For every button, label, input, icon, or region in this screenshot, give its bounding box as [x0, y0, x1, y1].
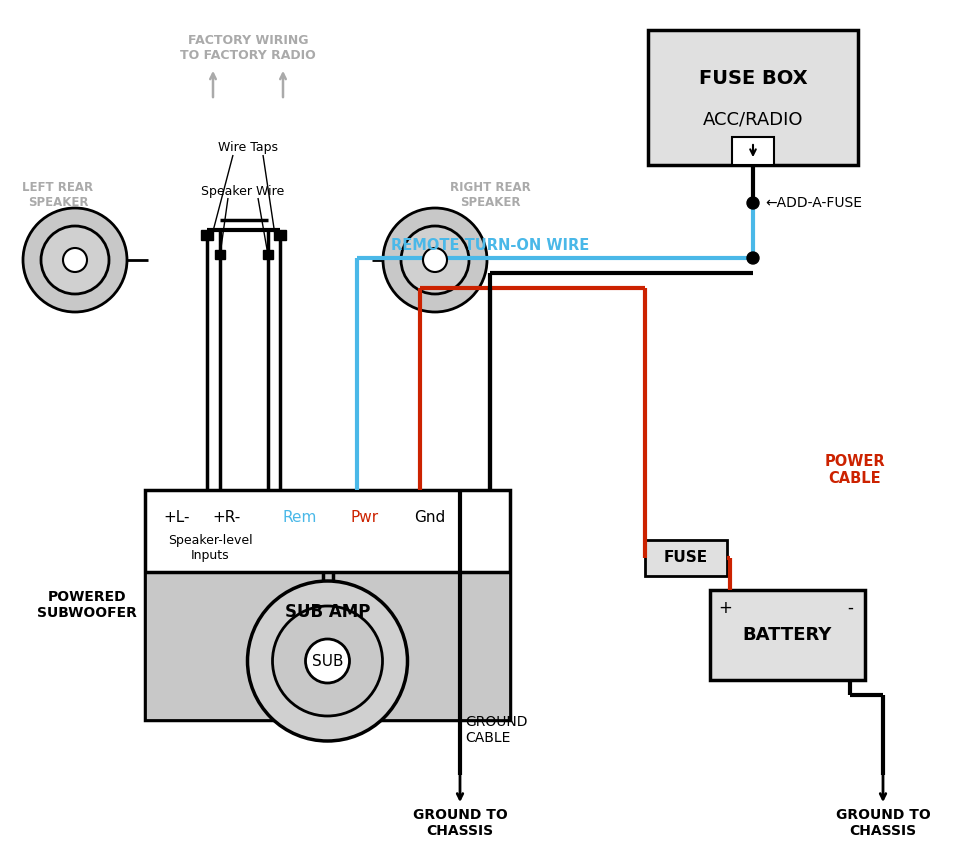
Text: GROUND
CABLE: GROUND CABLE	[464, 715, 527, 745]
Circle shape	[305, 639, 349, 683]
Text: SUB AMP: SUB AMP	[284, 603, 370, 621]
Bar	[263, 250, 273, 259]
Text: FUSE BOX: FUSE BOX	[698, 69, 806, 88]
Text: BATTERY: BATTERY	[743, 626, 831, 644]
Circle shape	[746, 252, 758, 264]
Bar	[215, 250, 225, 259]
Circle shape	[41, 226, 108, 294]
Circle shape	[247, 581, 407, 741]
Bar	[645, 540, 726, 576]
Text: Pwr: Pwr	[351, 510, 379, 526]
Text: RIGHT REAR
SPEAKER: RIGHT REAR SPEAKER	[449, 181, 530, 209]
Text: REMOTE TURN-ON WIRE: REMOTE TURN-ON WIRE	[391, 239, 588, 253]
Text: FUSE: FUSE	[663, 551, 707, 565]
Text: Rem: Rem	[282, 510, 317, 526]
Circle shape	[746, 197, 758, 209]
Circle shape	[273, 606, 382, 716]
Text: POWERED
SUBWOOFER: POWERED SUBWOOFER	[37, 590, 137, 620]
Circle shape	[63, 248, 87, 272]
Text: LEFT REAR
SPEAKER: LEFT REAR SPEAKER	[22, 181, 94, 209]
Bar	[145, 490, 509, 720]
Text: FACTORY WIRING
TO FACTORY RADIO: FACTORY WIRING TO FACTORY RADIO	[180, 34, 316, 62]
Text: SUB: SUB	[312, 654, 343, 668]
Text: GROUND TO
CHASSIS: GROUND TO CHASSIS	[412, 808, 507, 838]
Text: ←ADD-A-FUSE: ←ADD-A-FUSE	[764, 196, 861, 210]
Bar	[709, 590, 864, 680]
Text: +L-: +L-	[163, 510, 191, 526]
Circle shape	[383, 208, 487, 312]
Bar	[274, 230, 285, 240]
Text: Wire Taps: Wire Taps	[218, 141, 277, 154]
Text: POWER
CABLE: POWER CABLE	[824, 454, 884, 486]
Circle shape	[23, 208, 127, 312]
Text: ACC/RADIO: ACC/RADIO	[702, 111, 802, 129]
Bar	[145, 572, 509, 720]
Text: Speaker-level
Inputs: Speaker-level Inputs	[167, 534, 252, 562]
Text: GROUND TO
CHASSIS: GROUND TO CHASSIS	[834, 808, 929, 838]
Text: Speaker Wire: Speaker Wire	[201, 186, 284, 198]
Text: Gnd: Gnd	[414, 510, 446, 526]
Text: +R-: +R-	[213, 510, 241, 526]
Bar	[201, 230, 213, 240]
Bar	[648, 30, 857, 165]
Circle shape	[423, 248, 446, 272]
Bar	[731, 137, 773, 165]
Circle shape	[401, 226, 469, 294]
Text: -: -	[846, 599, 852, 617]
Text: +: +	[717, 599, 731, 617]
